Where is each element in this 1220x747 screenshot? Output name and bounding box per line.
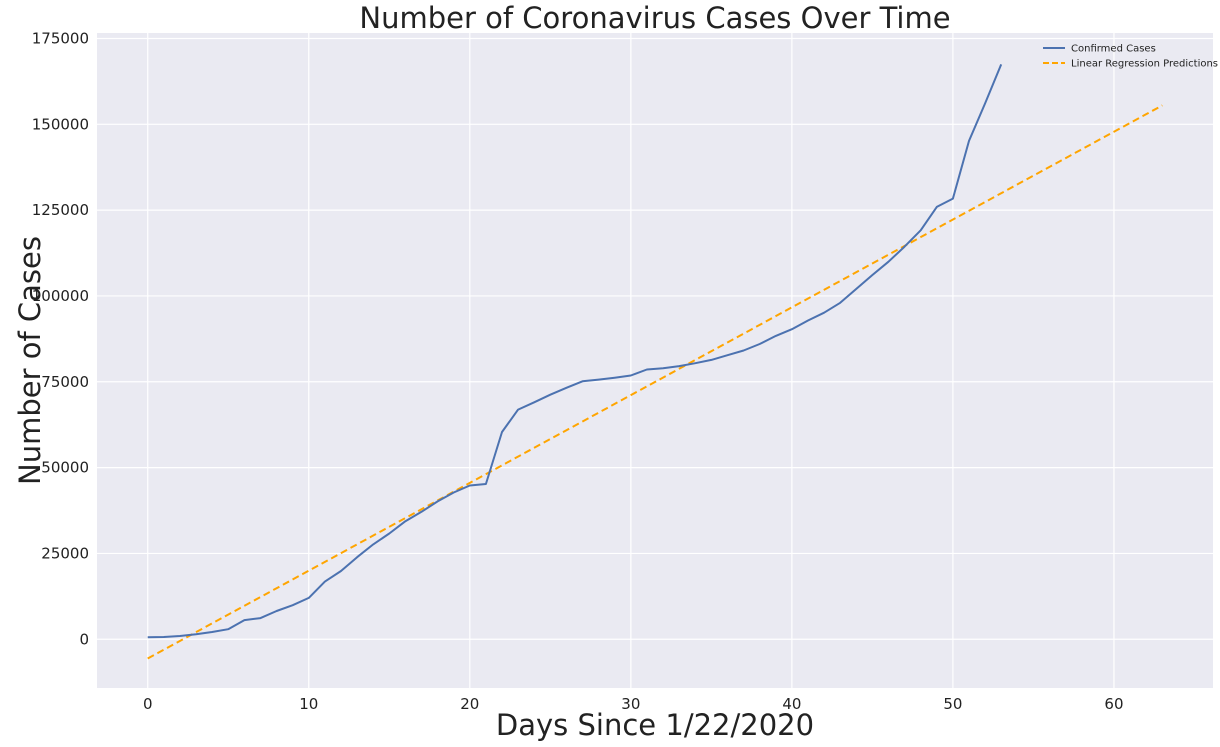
y-tick-label: 75000 (41, 373, 89, 391)
y-tick-label: 125000 (32, 201, 89, 219)
x-tick-label: 10 (299, 695, 318, 713)
legend: Confirmed Cases Linear Regression Predic… (1043, 44, 1218, 70)
x-tick-label: 0 (143, 695, 153, 713)
y-tick-label: 150000 (32, 115, 89, 133)
x-tick-label: 20 (460, 695, 479, 713)
plot-background (97, 33, 1213, 688)
y-tick-label: 25000 (41, 544, 89, 562)
series-layer (147, 64, 1163, 660)
y-tick-label: 50000 (41, 459, 89, 477)
grid-lines (97, 33, 1213, 688)
y-tick-label: 175000 (32, 29, 89, 47)
series-line-confirmed-cases (147, 64, 1003, 639)
y-tick-label: 100000 (32, 287, 89, 305)
legend-label-confirmed-cases: Confirmed Cases (1071, 44, 1156, 55)
x-tick-label: 40 (782, 695, 801, 713)
chart-title: Number of Coronavirus Cases Over Time (359, 1, 950, 35)
y-axis-label: Number of Cases (13, 236, 47, 485)
tick-labels: 0 10 20 30 40 50 60 0 25000 50000 75000 100000 12500… (32, 29, 1124, 713)
x-tick-label: 30 (621, 695, 640, 713)
legend-label-linear-regression: Linear Regression Predictions (1071, 59, 1218, 70)
x-tick-label: 60 (1104, 695, 1123, 713)
y-tick-label: 0 (79, 630, 89, 648)
x-tick-label: 50 (943, 695, 962, 713)
x-axis-label: Days Since 1/22/2020 (496, 708, 814, 742)
series-line-linear-regression-predictions (147, 104, 1163, 660)
